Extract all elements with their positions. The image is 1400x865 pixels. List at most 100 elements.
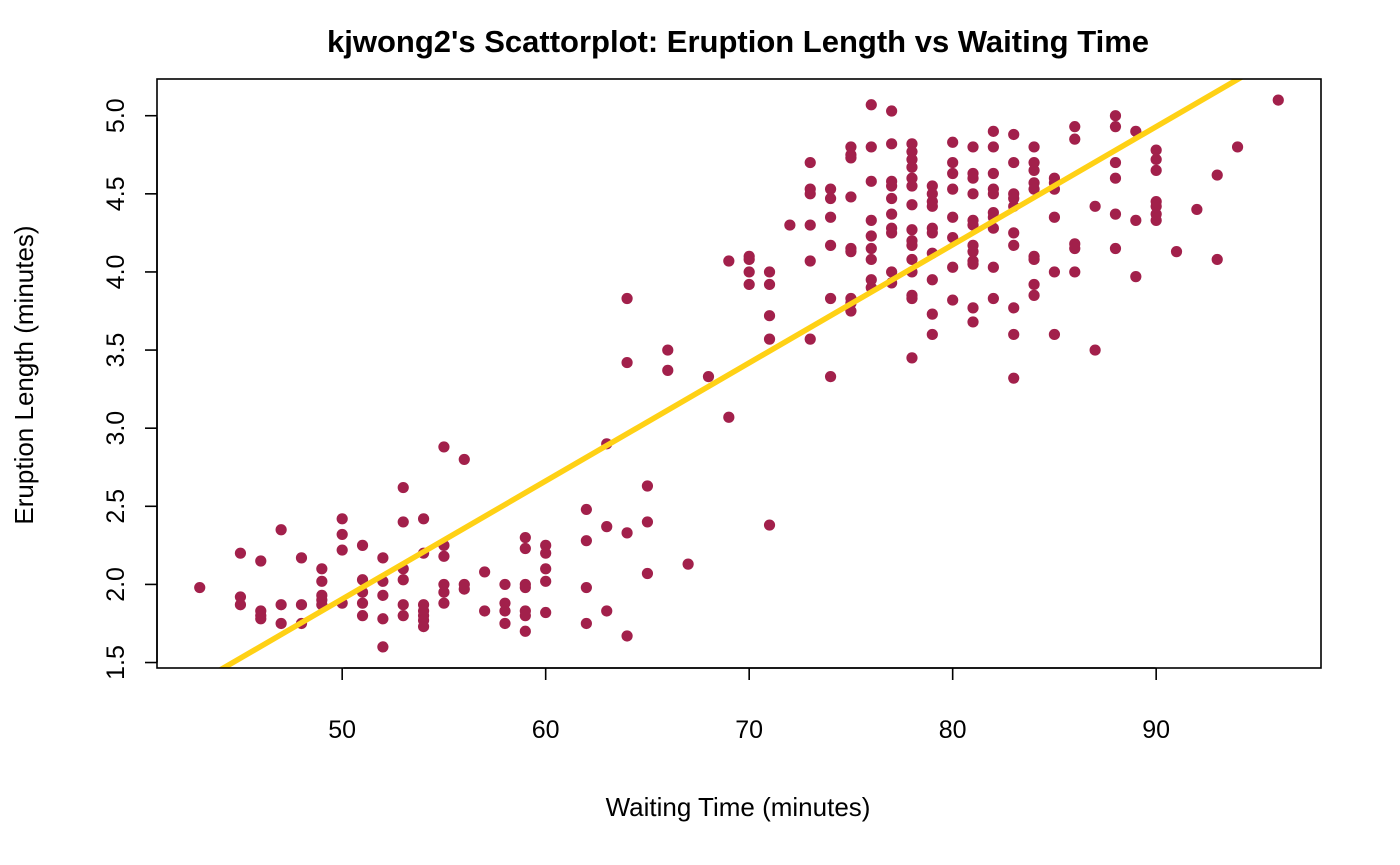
data-point (499, 597, 511, 609)
data-point (947, 136, 959, 148)
data-point (947, 211, 959, 223)
data-point (1008, 156, 1020, 169)
data-point (743, 253, 755, 266)
regression-line (217, 79, 1244, 668)
data-point (601, 605, 613, 617)
data-point (519, 581, 531, 594)
data-point (824, 292, 837, 305)
data-point (804, 188, 816, 200)
y-tick-label: 1.5 (102, 645, 130, 680)
data-point (763, 310, 776, 322)
data-point (1089, 344, 1101, 356)
data-point (804, 156, 816, 169)
data-point (479, 566, 491, 578)
data-point (824, 371, 837, 383)
data-point (194, 581, 206, 594)
data-point (1048, 328, 1061, 341)
data-point (926, 188, 938, 200)
data-point (377, 552, 389, 564)
data-point (967, 188, 979, 200)
data-point (1231, 141, 1244, 153)
data-point (234, 591, 247, 603)
data-point (438, 550, 450, 562)
data-point (1008, 192, 1020, 205)
data-point (906, 172, 918, 184)
data-point (1028, 141, 1040, 153)
data-point (621, 527, 633, 539)
data-point (1028, 156, 1040, 169)
data-point (1150, 144, 1162, 156)
y-axis-ticks: 1.5 2.0 2.5 3.0 3.5 4.0 4.5 5.0 (102, 98, 157, 680)
data-point (1069, 121, 1081, 133)
data-point (926, 328, 938, 341)
data-point (336, 528, 348, 541)
data-point (824, 192, 837, 205)
data-point (987, 188, 999, 200)
data-point (438, 441, 450, 453)
data-point (1008, 128, 1020, 141)
data-point (906, 352, 918, 364)
data-point (1089, 200, 1101, 212)
data-point (662, 364, 674, 376)
data-point (1028, 289, 1040, 301)
x-tick-label: 50 (328, 716, 356, 744)
data-point (356, 610, 369, 622)
data-point (845, 152, 857, 164)
regression-line-layer (217, 79, 1244, 668)
data-point (621, 356, 633, 369)
x-axis-label: Waiting Time (minutes) (606, 792, 871, 822)
data-point (1109, 208, 1122, 220)
data-point (967, 219, 979, 231)
data-point (499, 617, 511, 630)
data-point (458, 583, 470, 595)
y-tick-label: 3.0 (102, 411, 130, 446)
data-point (947, 294, 959, 306)
data-point (723, 255, 735, 267)
data-point (865, 214, 877, 226)
data-point (641, 567, 654, 580)
data-point (804, 333, 816, 345)
data-point (987, 261, 999, 273)
plot-area-border (156, 78, 1322, 669)
data-point (1130, 214, 1142, 226)
x-tick-label: 60 (532, 716, 560, 744)
data-point (987, 141, 999, 153)
data-point (417, 620, 430, 633)
data-point (1150, 200, 1162, 212)
data-point (377, 613, 389, 625)
data-point (295, 599, 308, 611)
data-point (540, 539, 552, 551)
data-point (479, 605, 491, 617)
data-point (1150, 153, 1162, 166)
data-point (519, 610, 531, 622)
data-point (947, 167, 959, 180)
data-point (947, 156, 959, 169)
y-tick-label: 2.5 (102, 489, 130, 524)
data-point (987, 167, 999, 180)
data-point (845, 246, 857, 258)
data-point (621, 630, 633, 642)
data-point (356, 539, 369, 551)
data-point (845, 191, 857, 203)
data-point (580, 503, 592, 516)
data-point (906, 253, 918, 266)
data-point (1211, 253, 1223, 266)
x-tick-label: 70 (735, 716, 763, 744)
data-point (926, 180, 938, 192)
data-point (886, 266, 898, 278)
data-point (316, 575, 328, 587)
data-point (906, 161, 918, 173)
data-point (1028, 183, 1040, 195)
data-point (906, 138, 918, 150)
data-point (865, 175, 877, 187)
data-point (987, 125, 999, 137)
data-point (377, 641, 389, 653)
data-point (886, 138, 898, 150)
data-point (336, 513, 348, 525)
data-point (865, 230, 877, 242)
data-point (519, 625, 531, 637)
data-point (540, 575, 552, 587)
data-point (641, 480, 654, 492)
data-point (397, 610, 409, 622)
data-point (519, 531, 531, 544)
